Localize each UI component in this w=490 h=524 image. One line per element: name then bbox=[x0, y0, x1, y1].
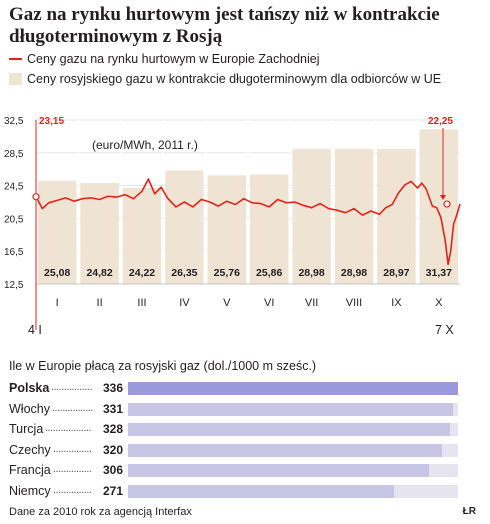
unit-label: (euro/MWh, 2011 r.) bbox=[92, 138, 198, 152]
legend-bar-label: Ceny rosyjskiego gazu w kontrakcie długo… bbox=[27, 72, 442, 86]
y-tick-label: 12,5 bbox=[4, 280, 24, 291]
country-label: Włochy bbox=[9, 401, 50, 416]
country-chart-title: Ile w Europie płacą za rosyjski gaz (dol… bbox=[9, 359, 317, 373]
x-tick-label: I bbox=[56, 297, 59, 309]
y-tick-label: 24,5 bbox=[4, 182, 24, 193]
bar-value-label: 31,37 bbox=[426, 267, 452, 279]
bar-value-label: 25,86 bbox=[256, 267, 282, 279]
leader-dots: ................ bbox=[52, 401, 93, 414]
bar-value-label: 25,76 bbox=[214, 267, 240, 279]
x-tick-label: VII bbox=[305, 297, 318, 309]
country-value: 306 bbox=[102, 463, 123, 477]
start-value-label: 23,15 bbox=[39, 116, 64, 127]
y-tick-label: 20,5 bbox=[4, 214, 24, 225]
price-bar bbox=[334, 148, 374, 284]
x-tick-label: VI bbox=[264, 297, 274, 309]
start-point bbox=[32, 193, 40, 201]
legend-line-swatch bbox=[9, 58, 22, 60]
legend-bar-swatch bbox=[9, 73, 22, 85]
country-bar bbox=[128, 484, 395, 498]
x-tick-label: IV bbox=[179, 297, 190, 309]
x-tick-label: VIII bbox=[346, 297, 363, 309]
bar-value-label: 28,98 bbox=[341, 267, 367, 279]
leader-dots: ............... bbox=[53, 442, 92, 455]
legend-item-bars: Ceny rosyjskiego gazu w kontrakcie długo… bbox=[9, 72, 441, 86]
y-tick-label: 16,5 bbox=[4, 247, 24, 258]
country-value: 320 bbox=[102, 442, 123, 457]
x-tick-label: IX bbox=[391, 297, 402, 309]
country-label: Polska bbox=[9, 381, 50, 395]
price-bar bbox=[165, 170, 204, 284]
price-bar bbox=[377, 148, 416, 284]
bar-value-label: 26,35 bbox=[171, 267, 197, 279]
source-note: Dane za 2010 rok za agencją Interfax bbox=[9, 506, 192, 518]
leader-dots: ............... bbox=[53, 483, 92, 496]
y-tick-label: 28,5 bbox=[4, 149, 24, 160]
x-tick-label: V bbox=[223, 297, 231, 309]
country-label: Niemcy bbox=[9, 483, 51, 498]
chart-title: Gaz na rynku hurtowym jest tańszy niż w … bbox=[9, 4, 440, 47]
country-label: Turcja bbox=[9, 422, 44, 436]
price-bar bbox=[38, 180, 77, 284]
country-value: 331 bbox=[102, 401, 123, 416]
x-tick-label: X bbox=[435, 297, 443, 309]
country-value: 271 bbox=[102, 483, 123, 498]
bar-value-label: 24,82 bbox=[86, 267, 112, 279]
country-value: 328 bbox=[102, 422, 123, 436]
y-tick-label: 32,5 bbox=[4, 116, 24, 127]
wholesale-price-line bbox=[35, 178, 461, 266]
bar-value-label: 24,22 bbox=[129, 267, 155, 279]
bar-value-label: 28,98 bbox=[298, 267, 324, 279]
price-bar bbox=[250, 174, 289, 284]
legend-line-label: Ceny gazu na rynku hurtowym w Europie Za… bbox=[27, 52, 320, 66]
end-point bbox=[443, 200, 451, 208]
price-bar bbox=[292, 148, 331, 284]
leader-dots: ................ bbox=[51, 381, 92, 393]
country-bar bbox=[128, 402, 454, 416]
price-chart: 32,5 28,5 24,5 20,5 16,5 12,5 25,08 24,82 24,22 2… bbox=[4, 116, 461, 337]
country-label: Czechy bbox=[9, 442, 51, 457]
start-date-label: 4 I bbox=[28, 323, 42, 337]
country-value: 336 bbox=[102, 381, 123, 395]
legend-item-line: Ceny gazu na rynku hurtowym w Europie Za… bbox=[9, 52, 320, 66]
x-tick-label: III bbox=[137, 297, 146, 309]
price-bar bbox=[207, 175, 246, 284]
x-tick-label: II bbox=[97, 297, 103, 309]
price-bar bbox=[419, 129, 458, 284]
country-label: Francja bbox=[9, 463, 51, 477]
leader-dots: .................. bbox=[45, 422, 92, 434]
country-bar bbox=[128, 464, 429, 477]
end-arrow bbox=[440, 195, 446, 201]
author-initials: ŁR bbox=[462, 506, 476, 517]
end-date-label: 7 X bbox=[435, 323, 454, 337]
price-bar bbox=[122, 187, 162, 284]
leader-dots: ............... bbox=[53, 463, 92, 475]
country-bar bbox=[128, 382, 458, 395]
bar-value-label: 28,97 bbox=[383, 267, 409, 279]
end-value-label: 22,25 bbox=[428, 116, 453, 127]
bar-value-label: 25,08 bbox=[44, 267, 70, 279]
country-bar bbox=[128, 423, 451, 436]
country-bar bbox=[128, 443, 443, 457]
